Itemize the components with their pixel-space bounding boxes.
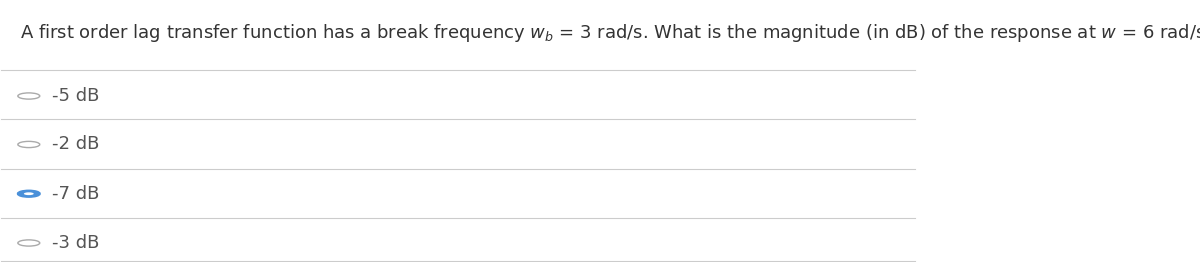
Circle shape <box>18 191 40 197</box>
Text: -5 dB: -5 dB <box>52 87 100 105</box>
Circle shape <box>24 192 34 195</box>
Text: A first order lag transfer function has a break frequency $w_b$ = 3 rad/s. What : A first order lag transfer function has … <box>19 22 1200 44</box>
Text: -3 dB: -3 dB <box>52 234 100 252</box>
Circle shape <box>18 240 40 246</box>
Text: -7 dB: -7 dB <box>52 185 100 203</box>
Circle shape <box>18 93 40 99</box>
Circle shape <box>18 141 40 148</box>
Text: -2 dB: -2 dB <box>52 135 100 154</box>
